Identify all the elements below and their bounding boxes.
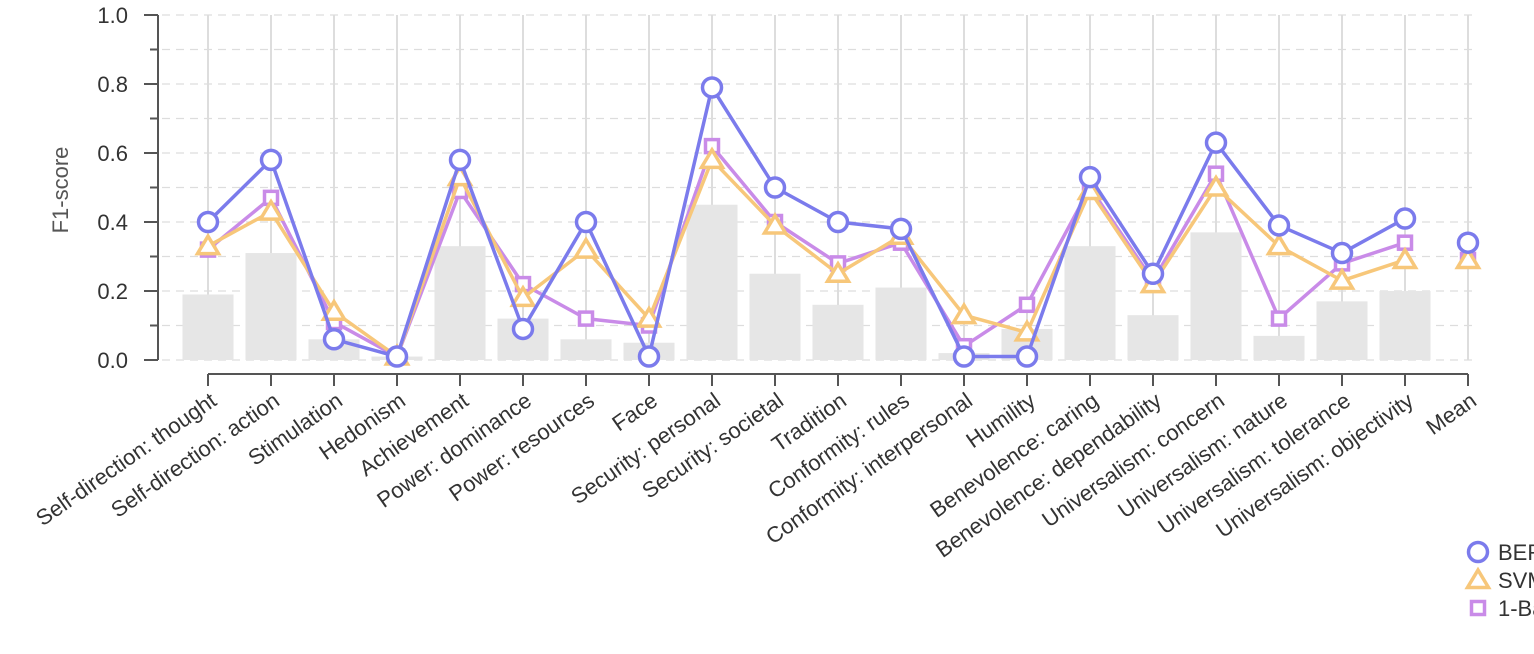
- data-point: [322, 328, 346, 351]
- data-point: [637, 345, 661, 368]
- legend-marker: [1464, 566, 1492, 590]
- data-point: [826, 210, 850, 234]
- series-layer: [194, 76, 1482, 368]
- y-tick-label: 0.0: [97, 348, 128, 373]
- data-point: [1265, 232, 1293, 256]
- data-point: [448, 148, 472, 172]
- bar: [1064, 246, 1116, 360]
- bar: [1253, 335, 1305, 360]
- legend-item: 1-Baseline: [1469, 596, 1534, 621]
- bar: [1379, 291, 1431, 360]
- data-point: [196, 210, 220, 234]
- legend-item: SVM: [1464, 566, 1534, 593]
- data-point: [1204, 131, 1228, 154]
- y-tick-label: 0.4: [97, 210, 128, 235]
- data-point: [511, 317, 535, 341]
- y-tick-label: 0.2: [97, 279, 128, 304]
- bar: [812, 304, 864, 360]
- legend-label: SVM: [1498, 568, 1534, 593]
- data-point: [320, 298, 348, 321]
- data-point: [1202, 174, 1230, 197]
- y-tick-label: 0.8: [97, 72, 128, 97]
- legend-label: 1-Baseline: [1498, 596, 1534, 621]
- data-point: [574, 210, 598, 234]
- data-point: [1393, 207, 1417, 230]
- data-point: [1013, 318, 1041, 342]
- bar: [560, 339, 612, 360]
- data-point: [385, 345, 409, 368]
- x-tick-label: Mean: [1421, 388, 1480, 440]
- data-point: [824, 260, 852, 283]
- data-point: [761, 212, 789, 235]
- bar: [875, 287, 927, 360]
- data-point: [194, 232, 222, 256]
- bar: [1190, 232, 1242, 360]
- bar: [1316, 301, 1368, 360]
- axes: 0.0 0.2 0.4 0.6 0.8 1.0: [97, 3, 1469, 386]
- data-point: [1391, 246, 1419, 270]
- data-point: [259, 148, 283, 172]
- data-point: [700, 76, 724, 99]
- series-line: [206, 85, 1406, 359]
- legend-item: BERT: [1466, 540, 1534, 565]
- legend-marker: [1469, 599, 1487, 617]
- data-point: [1456, 231, 1480, 254]
- legend-label: BERT: [1498, 540, 1534, 565]
- data-point: [889, 217, 913, 241]
- y-tick-label: 0.6: [97, 141, 128, 166]
- series-bert: [196, 76, 1480, 368]
- data-point: [1328, 267, 1356, 290]
- bar: [434, 246, 486, 360]
- data-point: [1454, 246, 1482, 270]
- legend: BERT SVM 1-Baseline: [1464, 540, 1534, 621]
- data-point: [635, 305, 663, 328]
- bar: [749, 273, 801, 360]
- data-point: [698, 146, 726, 170]
- y-axis-title: F1-score: [48, 147, 73, 234]
- data-point: [1330, 241, 1354, 265]
- data-point: [950, 301, 978, 325]
- bar: [1127, 315, 1179, 360]
- data-point: [257, 198, 285, 221]
- y-tick-label: 1.0: [97, 3, 128, 28]
- data-point: [1015, 345, 1039, 368]
- data-point: [1267, 214, 1291, 237]
- data-point: [509, 284, 537, 308]
- data-point: [952, 345, 976, 368]
- bar-layer: [182, 204, 1431, 360]
- data-point: [763, 176, 787, 199]
- data-point: [1141, 262, 1165, 285]
- legend-marker: [1466, 540, 1490, 564]
- bar: [245, 253, 297, 360]
- data-point: [1018, 296, 1036, 314]
- bar: [182, 294, 234, 360]
- data-point: [577, 310, 595, 327]
- data-point: [1270, 310, 1288, 327]
- data-point: [572, 236, 600, 259]
- bar: [686, 204, 738, 360]
- data-point: [1078, 165, 1102, 189]
